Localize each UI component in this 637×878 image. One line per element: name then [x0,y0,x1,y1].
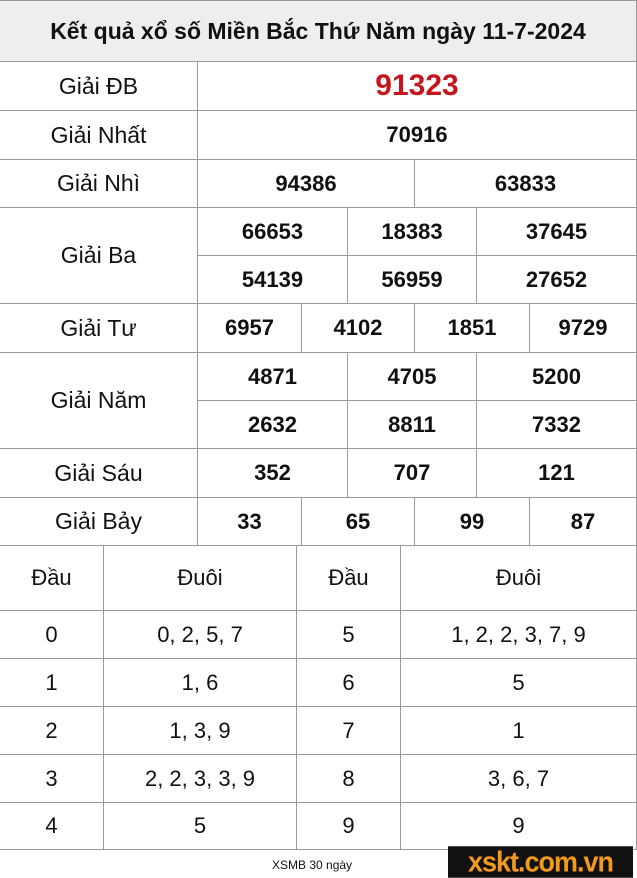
loto-head-cell: 7 [297,707,401,755]
loto-head-cell: 4 [0,803,104,850]
prize-value-nam: 4705 [348,353,477,401]
loto-tail-cell: 1, 2, 2, 3, 7, 9 [401,611,637,659]
prize-value-nam: 4871 [198,353,348,401]
prize-value-ba: 66653 [198,208,348,256]
loto-head-cell: 9 [297,803,401,850]
loto-tail-cell: 1 [401,707,637,755]
loto-tail-cell: 5 [104,803,297,850]
prize-value-nam: 2632 [198,401,348,449]
prize-label-sau: Giải Sáu [0,449,198,498]
prize-value-ba: 18383 [348,208,477,256]
loto-head-cell: 1 [0,659,104,707]
prize-value-sau: 707 [348,449,477,498]
prize-value-ba: 27652 [477,256,637,304]
loto-header: Đuôi [104,546,297,611]
footer: XSMB 30 ngày [0,850,637,878]
loto-tail-cell: 1, 3, 9 [104,707,297,755]
loto-header: Đầu [0,546,104,611]
prize-value-sau: 121 [477,449,637,498]
loto-tail-cell: 5 [401,659,637,707]
loto-head-cell: 3 [0,755,104,803]
prize-value-ba: 56959 [348,256,477,304]
prize-label-nam: Giải Năm [0,353,198,449]
loto-head-cell: 8 [297,755,401,803]
xsmb-30-days-link[interactable]: XSMB 30 ngày [272,858,353,872]
loto-tail-cell: 0, 2, 5, 7 [104,611,297,659]
prize-value-nam: 7332 [477,401,637,449]
prize-label-tu: Giải Tư [0,304,198,353]
loto-tail-cell: 2, 2, 3, 3, 9 [104,755,297,803]
site-logo: xskt.com.vn [448,846,633,878]
loto-tail-cell: 3, 6, 7 [401,755,637,803]
loto-head-cell: 5 [297,611,401,659]
prize-value-bay: 87 [530,498,637,546]
prize-value-bay: 99 [415,498,530,546]
loto-head-cell: 6 [297,659,401,707]
loto-header: Đầu [297,546,401,611]
prize-value-bay: 33 [198,498,302,546]
prize-label-db: Giải ĐB [0,62,198,111]
prize-label-nhi: Giải Nhì [0,160,198,208]
loto-tail-cell: 9 [401,803,637,850]
loto-head-cell: 2 [0,707,104,755]
prize-value-nhi: 63833 [415,160,637,208]
loto-header: Đuôi [401,546,637,611]
prize-value-ba: 37645 [477,208,637,256]
prize-value-nhat: 70916 [198,111,637,160]
prize-label-bay: Giải Bảy [0,498,198,546]
prize-value-tu: 1851 [415,304,530,353]
prize-value-tu: 4102 [302,304,415,353]
loto-head-cell: 0 [0,611,104,659]
loto-tail-cell: 1, 6 [104,659,297,707]
prize-value-tu: 9729 [530,304,637,353]
prize-value-nam: 5200 [477,353,637,401]
prize-label-ba: Giải Ba [0,208,198,304]
prize-value-sau: 352 [198,449,348,498]
page-title: Kết quả xổ số Miền Bắc Thứ Năm ngày 11-7… [0,0,637,62]
prize-value-ba: 54139 [198,256,348,304]
prize-value-db: 91323 [198,62,637,111]
prize-value-bay: 65 [302,498,415,546]
prize-value-tu: 6957 [198,304,302,353]
prize-label-nhat: Giải Nhất [0,111,198,160]
prize-value-nhi: 94386 [198,160,415,208]
prize-value-nam: 8811 [348,401,477,449]
